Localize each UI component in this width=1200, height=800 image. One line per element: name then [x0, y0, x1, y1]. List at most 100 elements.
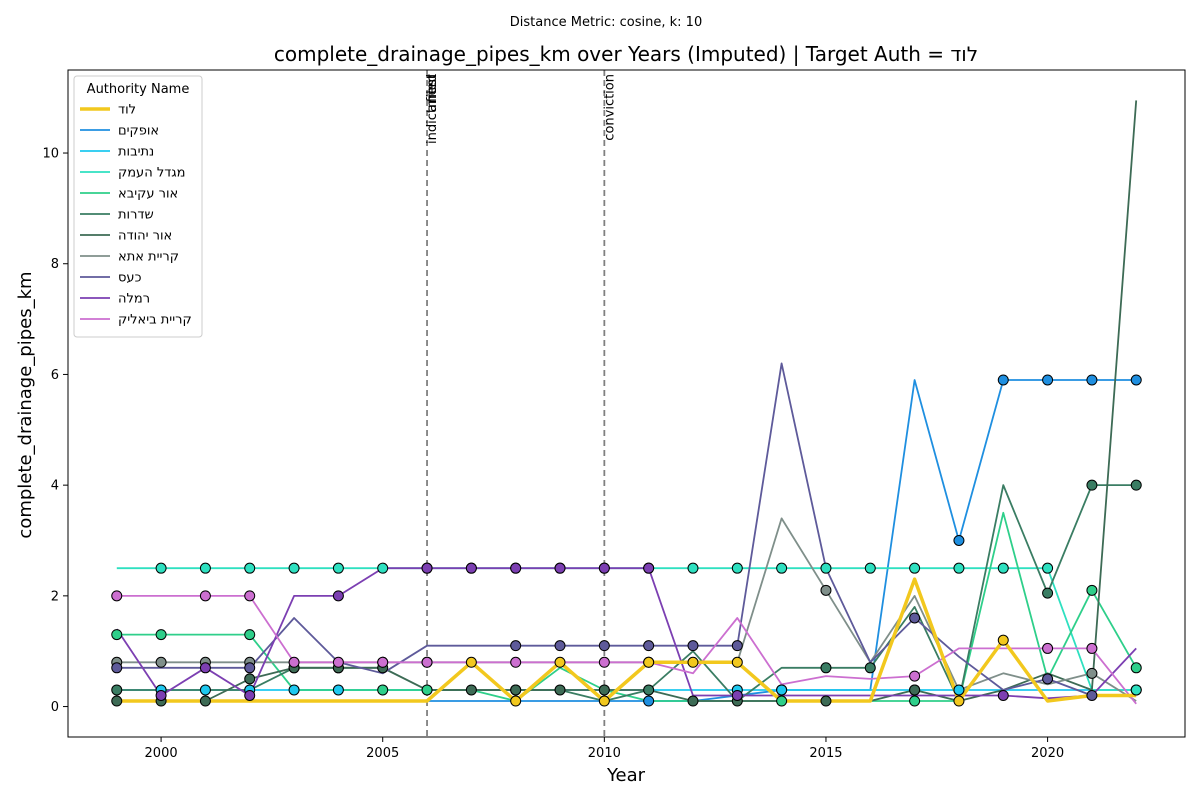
series-line	[116, 595, 1137, 705]
imputed-point	[1042, 673, 1054, 685]
legend-label: לוד	[118, 103, 136, 118]
imputed-point	[1086, 374, 1098, 386]
imputed-point	[864, 562, 876, 574]
imputed-point	[155, 656, 167, 668]
imputed-point	[1130, 374, 1142, 386]
imputed-point	[820, 662, 832, 674]
legend-label: אור עקיבא	[118, 187, 178, 202]
series-line	[116, 379, 1137, 702]
y-tick-label: 6	[51, 368, 59, 383]
imputed-point	[1086, 642, 1098, 654]
legend-title: Authority Name	[87, 82, 190, 97]
legend: Authority Name לוד אופקים נתיבות מגדל העמק או…	[73, 75, 203, 338]
imputed-point	[332, 562, 344, 574]
imputed-point	[199, 590, 211, 602]
imputed-point	[199, 662, 211, 674]
x-axis-title: Year	[606, 765, 646, 786]
imputed-point	[465, 684, 477, 696]
imputed-point	[909, 670, 921, 682]
y-axis-title: complete_drainage_pipes_km	[15, 271, 36, 538]
imputed-point	[332, 590, 344, 602]
imputed-point	[465, 562, 477, 574]
imputed-point	[820, 695, 832, 707]
imputed-point	[1130, 662, 1142, 674]
y-tick-label: 2	[51, 589, 59, 604]
y-tick-label: 8	[51, 257, 59, 272]
imputed-point	[776, 684, 788, 696]
imputed-point	[111, 662, 123, 674]
imputed-point	[1042, 374, 1054, 386]
series-line	[116, 362, 1137, 697]
imputed-point	[244, 662, 256, 674]
imputed-point	[687, 640, 699, 652]
imputed-point	[1086, 689, 1098, 701]
imputed-point	[731, 640, 743, 652]
imputed-point	[1042, 642, 1054, 654]
imputed-point	[643, 695, 655, 707]
imputed-point	[155, 629, 167, 641]
imputed-point	[1130, 479, 1142, 491]
imputed-point	[510, 562, 522, 574]
imputed-point	[864, 662, 876, 674]
legend-label: אור יהודה	[118, 229, 172, 244]
imputed-point	[1042, 587, 1054, 599]
imputed-point	[244, 629, 256, 641]
imputed-point	[1086, 479, 1098, 491]
imputed-point	[421, 656, 433, 668]
imputed-point	[731, 656, 743, 668]
event-label: indictment	[425, 74, 440, 144]
imputed-point	[1086, 667, 1098, 679]
imputed-point	[687, 656, 699, 668]
imputed-point	[687, 695, 699, 707]
imputed-point	[953, 562, 965, 574]
imputed-point	[510, 684, 522, 696]
imputed-point	[997, 374, 1009, 386]
imputed-point	[687, 562, 699, 574]
imputed-point	[1086, 584, 1098, 596]
imputed-point	[421, 562, 433, 574]
legend-label: שדרות	[118, 208, 154, 223]
imputed-point	[510, 640, 522, 652]
imputed-point	[997, 562, 1009, 574]
series-line	[116, 577, 1137, 703]
series-line	[116, 511, 1137, 702]
y-tick-label: 0	[51, 700, 59, 715]
imputed-point	[731, 689, 743, 701]
legend-label: קריית אתא	[118, 250, 179, 265]
event-label: conviction	[602, 74, 617, 141]
series-line	[116, 567, 1137, 700]
event-label: arrest	[425, 74, 440, 112]
imputed-point	[953, 684, 965, 696]
imputed-point	[377, 562, 389, 574]
x-tick-label: 2000	[145, 746, 178, 761]
imputed-point	[288, 656, 300, 668]
imputed-point	[598, 562, 610, 574]
imputed-point	[731, 562, 743, 574]
imputed-point	[199, 684, 211, 696]
imputed-point	[244, 590, 256, 602]
axes: 2000 2005 2010 2015 2020 0 2 4 6 8 10	[42, 69, 1186, 761]
imputed-point	[643, 640, 655, 652]
chart-title: complete_drainage_pipes_km over Years (I…	[274, 42, 978, 66]
plot-area	[111, 70, 1142, 737]
imputed-point	[244, 673, 256, 685]
legend-label: מגדל העמק	[118, 166, 186, 181]
imputed-point	[909, 684, 921, 696]
imputed-point	[421, 684, 433, 696]
legend-label: אופקים	[118, 124, 159, 139]
imputed-point	[510, 656, 522, 668]
imputed-point	[244, 562, 256, 574]
imputed-point	[155, 562, 167, 574]
imputed-point	[155, 689, 167, 701]
legend-label: כעס	[118, 271, 142, 286]
imputed-point	[111, 695, 123, 707]
imputed-point	[554, 640, 566, 652]
imputed-point	[332, 656, 344, 668]
imputed-point	[997, 689, 1009, 701]
x-tick-label: 2010	[588, 746, 621, 761]
imputed-point	[643, 562, 655, 574]
legend-box	[73, 75, 203, 338]
y-tick-label: 10	[42, 147, 59, 162]
imputed-point	[643, 656, 655, 668]
